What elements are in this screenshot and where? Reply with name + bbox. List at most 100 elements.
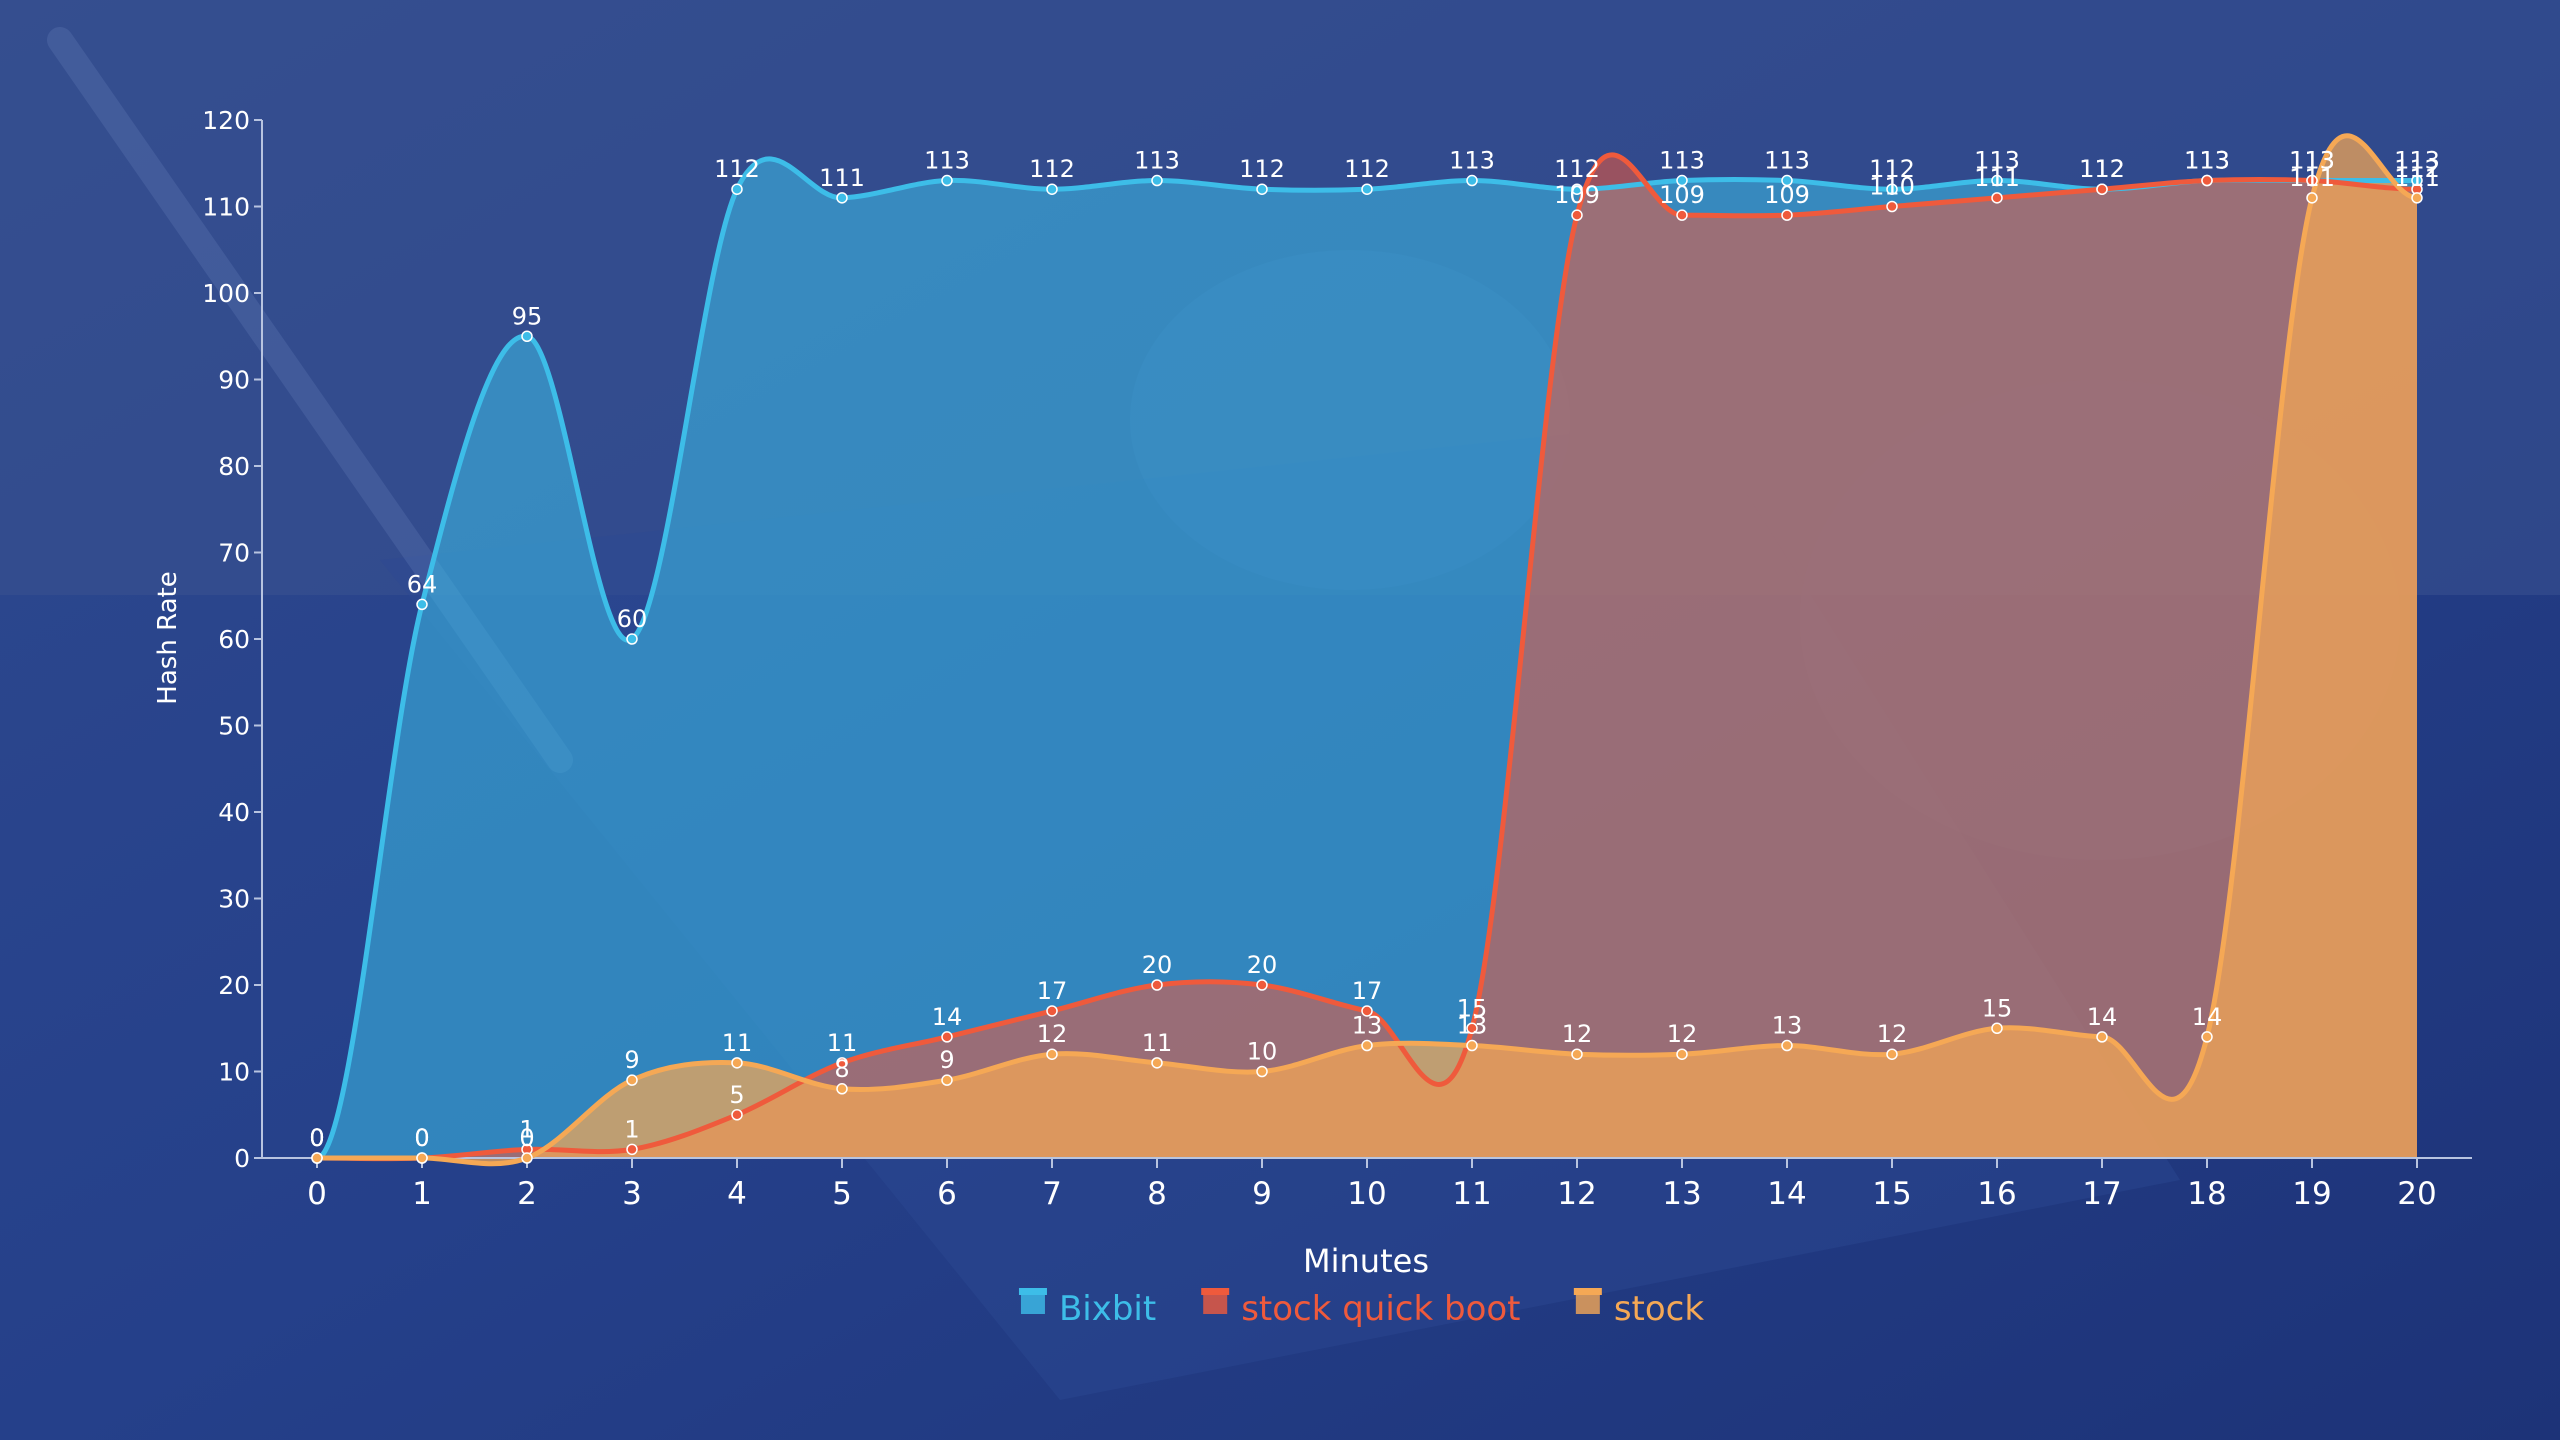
data-point-stock[interactable] [1676,1048,1688,1060]
data-point-stock[interactable] [1781,1039,1793,1052]
data-label-bixbit: 95 [512,302,543,330]
data-label-stock-quick-boot: 0 [414,1124,429,1152]
data-label-bixbit: 112 [1344,155,1390,183]
data-label-stock-quick-boot: 110 [1869,173,1915,201]
data-point-stock-quick-boot[interactable] [1676,209,1688,221]
series-fills [317,135,2417,1164]
data-point-stock[interactable] [2201,1031,2213,1043]
data-label-stock: 12 [1667,1020,1698,1048]
data-label-bixbit: 111 [819,164,865,192]
y-tick-label: 120 [202,106,250,135]
data-point-bixbit[interactable] [521,330,533,342]
data-point-stock-quick-boot[interactable] [2096,183,2108,195]
data-label-bixbit: 0 [309,1124,324,1152]
data-point-stock-quick-boot[interactable] [731,1109,743,1121]
data-point-stock[interactable] [1151,1057,1163,1069]
x-tick-label: 19 [2292,1176,2331,1212]
legend-swatch-stock-quick-boot [1203,1292,1228,1314]
x-tick-label: 2 [517,1176,537,1212]
legend-swatch-cap-stock-quick-boot [1201,1288,1230,1295]
data-point-stock-quick-boot[interactable] [1151,979,1163,991]
data-point-stock-quick-boot[interactable] [1466,1022,1478,1034]
data-point-stock[interactable] [416,1152,428,1164]
data-point-bixbit[interactable] [1991,174,2003,187]
data-point-stock[interactable] [1991,1022,2003,1034]
data-point-stock[interactable] [626,1074,638,1086]
legend-item-bixbit[interactable]: Bixbit [1018,1288,1156,1329]
data-point-stock-quick-boot[interactable] [2201,174,2213,187]
data-point-stock-quick-boot[interactable] [836,1057,848,1069]
data-point-stock-quick-boot[interactable] [1991,192,2003,204]
data-point-stock[interactable] [2306,192,2318,204]
data-label-stock: 10 [1247,1038,1278,1066]
data-label-stock: 111 [2394,164,2440,192]
data-point-stock[interactable] [1361,1039,1373,1052]
data-point-stock-quick-boot[interactable] [2306,174,2318,187]
x-tick-label: 12 [1557,1176,1596,1212]
data-point-stock[interactable] [2096,1031,2108,1043]
data-point-stock-quick-boot[interactable] [1886,200,1898,213]
data-point-bixbit[interactable] [1256,183,1268,195]
x-tick-label: 13 [1662,1176,1701,1212]
x-tick-label: 11 [1452,1176,1491,1212]
data-label-stock: 11 [722,1029,753,1057]
x-tick-label: 10 [1347,1176,1386,1212]
data-point-bixbit[interactable] [836,192,848,204]
legend-item-stock[interactable]: stock [1573,1288,1705,1329]
data-label-stock-quick-boot: 20 [1142,951,1173,979]
y-tick-label: 80 [218,452,250,481]
data-label-stock-quick-boot: 20 [1247,951,1278,979]
data-point-bixbit[interactable] [1466,174,1478,187]
data-point-stock-quick-boot[interactable] [1256,979,1268,991]
data-label-bixbit: 113 [1974,147,2020,175]
data-point-stock-quick-boot[interactable] [1571,209,1583,221]
series-line-stock [317,133,2418,1167]
data-point-bixbit[interactable] [731,183,743,195]
x-tick-label: 14 [1767,1176,1806,1212]
legend-item-stock-quick-boot[interactable]: stock quick boot [1201,1288,1521,1329]
data-label-stock: 12 [1562,1020,1593,1048]
data-point-stock[interactable] [521,1152,533,1164]
data-label-stock: 13 [1457,1012,1488,1040]
y-tick-label: 20 [218,971,250,1000]
data-point-bixbit[interactable] [1886,183,1898,195]
data-label-stock: 12 [1037,1020,1068,1048]
data-point-stock[interactable] [311,1152,323,1164]
data-point-bixbit[interactable] [1781,174,1793,187]
data-point-stock-quick-boot[interactable] [941,1031,953,1043]
data-point-stock-quick-boot[interactable] [1046,1005,1058,1017]
data-point-stock[interactable] [1886,1048,1898,1060]
data-point-stock[interactable] [941,1074,953,1086]
data-label-stock-quick-boot: 112 [2394,155,2440,183]
data-point-stock[interactable] [731,1057,743,1069]
data-label-bixbit: 113 [924,147,970,175]
x-axis-title: Minutes [1303,1242,1429,1280]
data-point-stock[interactable] [1256,1065,1268,1078]
series-points [311,174,2423,1164]
data-point-bixbit[interactable] [626,633,638,645]
x-tick-label: 16 [1977,1176,2016,1212]
data-point-stock[interactable] [1466,1039,1478,1052]
legend-label-bixbit: Bixbit [1059,1289,1156,1329]
data-label-stock-quick-boot: 17 [1037,977,1068,1005]
data-point-stock[interactable] [836,1083,848,1095]
data-point-stock-quick-boot[interactable] [1361,1005,1373,1017]
data-label-stock: 11 [1142,1029,1173,1057]
data-point-stock-quick-boot[interactable] [626,1143,638,1156]
data-point-bixbit[interactable] [1361,183,1373,195]
data-point-stock[interactable] [2411,192,2423,204]
y-tick-label: 30 [218,885,250,914]
data-point-bixbit[interactable] [1676,174,1688,187]
data-label-stock: 111 [2289,164,2335,192]
data-point-bixbit[interactable] [1046,183,1058,195]
data-point-bixbit[interactable] [1571,183,1583,195]
data-point-bixbit[interactable] [941,174,953,187]
data-label-bixbit: 113 [1449,147,1495,175]
data-point-stock-quick-boot[interactable] [1781,209,1793,221]
y-tick-label: 100 [202,279,250,308]
data-point-bixbit[interactable] [416,598,428,611]
data-point-stock[interactable] [1046,1048,1058,1060]
data-point-bixbit[interactable] [1151,174,1163,187]
data-point-stock[interactable] [1571,1048,1583,1060]
y-tick-label: 0 [234,1144,250,1173]
